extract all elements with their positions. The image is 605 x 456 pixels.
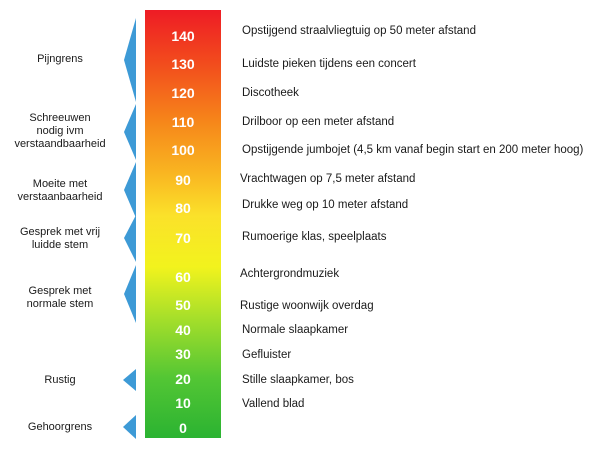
db-value: 80 (175, 200, 191, 216)
sound-description: Drilboor op een meter afstand (242, 116, 395, 128)
sound-description: Gefluister (242, 349, 292, 361)
db-value: 130 (171, 56, 195, 72)
bracket-schreeuwen (124, 104, 136, 160)
db-value: 30 (175, 346, 191, 362)
db-value: 10 (175, 395, 191, 411)
category-label-moeite: Moeite met verstaanbaarheid (17, 178, 103, 203)
sound-description: Vrachtwagen op 7,5 meter afstand (240, 173, 416, 185)
category-label-pijngrens: Pijngrens (37, 53, 83, 65)
db-value: 70 (175, 230, 191, 246)
db-value: 140 (171, 28, 195, 44)
sound-description: Opstijgend straalvliegtuig op 50 meter a… (242, 25, 476, 37)
category-label-gesprek-normaal: Gesprek met normale stem (26, 285, 94, 310)
category-label-schreeuwen: Schreeuwen nodig ivm verstaandbaarheid (14, 112, 106, 150)
sound-description: Achtergrondmuziek (240, 268, 340, 280)
db-value: 50 (175, 297, 191, 313)
bracket-gesprek-vrij-luid (124, 215, 136, 262)
sound-description: Rustige woonwijk overdag (240, 300, 374, 312)
sound-description: Stille slaapkamer, bos (242, 374, 354, 386)
bracket-pijngrens (124, 18, 136, 102)
bracket-rustig (123, 369, 136, 391)
sound-description: Opstijgende jumbojet (4,5 km vanaf begin… (242, 144, 584, 156)
db-value: 110 (171, 114, 195, 130)
db-value: 60 (175, 269, 191, 285)
decibel-gradient-bar (145, 10, 221, 438)
bracket-gesprek-normaal (124, 265, 136, 323)
sound-description: Drukke weg op 10 meter afstand (242, 199, 409, 211)
category-label-rustig: Rustig (44, 374, 76, 386)
bracket-moeite (124, 162, 136, 218)
bracket-gehoorgrens (123, 415, 136, 439)
db-value: 100 (171, 142, 195, 158)
db-value: 20 (175, 371, 191, 387)
db-value: 40 (175, 322, 191, 338)
sound-description: Luidste pieken tijdens een concert (242, 58, 416, 70)
db-value: 90 (175, 172, 191, 188)
sound-description: Rumoerige klas, speelplaats (242, 231, 387, 243)
sound-description: Discotheek (242, 87, 299, 99)
category-label-gehoorgrens: Gehoorgrens (27, 421, 93, 433)
db-value: 120 (171, 85, 195, 101)
sound-description: Normale slaapkamer (242, 324, 349, 336)
sound-description: Vallend blad (242, 398, 305, 410)
category-label-gesprek-vrij-luid: Gesprek met vrij luidde stem (19, 226, 101, 251)
db-value: 0 (179, 420, 187, 436)
